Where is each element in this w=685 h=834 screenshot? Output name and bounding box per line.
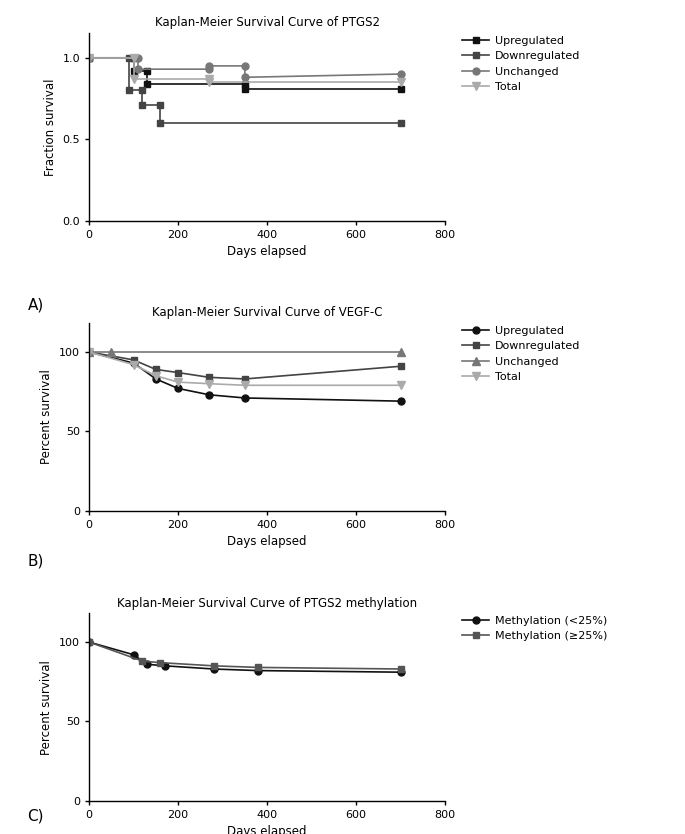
Legend: Methylation (<25%), Methylation (≥25%): Methylation (<25%), Methylation (≥25%) <box>460 614 610 644</box>
Unchanged <box>134 53 142 63</box>
Downregulated <box>85 53 93 63</box>
Y-axis label: Fraction survival: Fraction survival <box>44 78 57 176</box>
Upregulated <box>142 78 151 88</box>
Upregulated <box>241 83 249 93</box>
Unchanged <box>397 69 405 79</box>
Total <box>151 371 160 381</box>
Line: Upregulated: Upregulated <box>86 54 404 93</box>
Methylation (≥25%) <box>254 662 262 672</box>
X-axis label: Days elapsed: Days elapsed <box>227 535 307 548</box>
Methylation (≥25%) <box>138 656 147 666</box>
Downregulated <box>156 100 164 110</box>
Line: Unchanged: Unchanged <box>86 54 404 81</box>
Methylation (<25%) <box>142 659 151 669</box>
Text: B): B) <box>27 553 44 568</box>
Text: C): C) <box>27 809 44 824</box>
Total <box>397 380 405 390</box>
Methylation (≥25%) <box>85 637 93 647</box>
Total <box>129 359 138 369</box>
Methylation (<25%) <box>397 667 405 677</box>
Total <box>129 74 138 84</box>
Upregulated <box>129 66 138 76</box>
Total <box>205 78 213 88</box>
Text: A): A) <box>27 298 44 313</box>
Downregulated <box>138 100 147 110</box>
Unchanged <box>107 347 115 357</box>
Downregulated <box>125 85 133 95</box>
Title: Kaplan-Meier Survival Curve of PTGS2: Kaplan-Meier Survival Curve of PTGS2 <box>155 17 379 29</box>
Methylation (<25%) <box>129 650 138 660</box>
Methylation (≥25%) <box>397 664 405 674</box>
Total <box>205 379 213 389</box>
Legend: Upregulated, Downregulated, Unchanged, Total: Upregulated, Downregulated, Unchanged, T… <box>460 33 583 94</box>
Total <box>174 377 182 387</box>
Unchanged <box>205 61 213 71</box>
Downregulated <box>151 364 160 374</box>
Upregulated <box>85 347 93 357</box>
Line: Total: Total <box>85 348 405 389</box>
Upregulated <box>129 358 138 368</box>
Upregulated <box>241 393 249 403</box>
Line: Total: Total <box>85 53 405 87</box>
Title: Kaplan-Meier Survival Curve of PTGS2 methylation: Kaplan-Meier Survival Curve of PTGS2 met… <box>117 596 417 610</box>
Upregulated <box>151 374 160 384</box>
Y-axis label: Percent survival: Percent survival <box>40 660 53 755</box>
Downregulated <box>138 85 147 95</box>
Upregulated <box>142 66 151 76</box>
Unchanged <box>134 64 142 74</box>
Line: Methylation (≥25%): Methylation (≥25%) <box>86 639 404 672</box>
Total <box>205 74 213 84</box>
Unchanged <box>241 73 249 83</box>
Unchanged <box>241 61 249 71</box>
Downregulated <box>125 53 133 63</box>
Downregulated <box>129 355 138 365</box>
Downregulated <box>205 372 213 382</box>
Line: Upregulated: Upregulated <box>86 349 404 404</box>
Upregulated <box>241 78 249 88</box>
Upregulated <box>205 389 213 399</box>
Line: Unchanged: Unchanged <box>85 348 405 356</box>
Methylation (<25%) <box>254 666 262 676</box>
Downregulated <box>397 361 405 371</box>
Line: Downregulated: Downregulated <box>86 54 404 126</box>
Total <box>241 380 249 390</box>
Upregulated <box>85 53 93 63</box>
Title: Kaplan-Meier Survival Curve of VEGF-C: Kaplan-Meier Survival Curve of VEGF-C <box>152 306 382 319</box>
Total <box>397 78 405 88</box>
Methylation (≥25%) <box>210 661 218 671</box>
Total <box>129 53 138 63</box>
Methylation (<25%) <box>85 637 93 647</box>
Line: Downregulated: Downregulated <box>86 349 404 383</box>
Total <box>85 53 93 63</box>
Methylation (≥25%) <box>156 658 164 668</box>
Legend: Upregulated, Downregulated, Unchanged, Total: Upregulated, Downregulated, Unchanged, T… <box>460 324 583 384</box>
Methylation (<25%) <box>210 664 218 674</box>
Total <box>85 347 93 357</box>
Y-axis label: Percent survival: Percent survival <box>40 369 53 465</box>
Line: Methylation (<25%): Methylation (<25%) <box>86 639 404 676</box>
Unchanged <box>85 347 93 357</box>
Upregulated <box>174 384 182 394</box>
X-axis label: Days elapsed: Days elapsed <box>227 825 307 834</box>
Downregulated <box>85 347 93 357</box>
Downregulated <box>397 118 405 128</box>
X-axis label: Days elapsed: Days elapsed <box>227 245 307 258</box>
Upregulated <box>129 53 138 63</box>
Upregulated <box>397 396 405 406</box>
Downregulated <box>241 374 249 384</box>
Unchanged <box>85 53 93 63</box>
Upregulated <box>397 83 405 93</box>
Methylation (<25%) <box>160 661 169 671</box>
Downregulated <box>156 118 164 128</box>
Downregulated <box>174 368 182 378</box>
Unchanged <box>397 347 405 357</box>
Unchanged <box>205 64 213 74</box>
